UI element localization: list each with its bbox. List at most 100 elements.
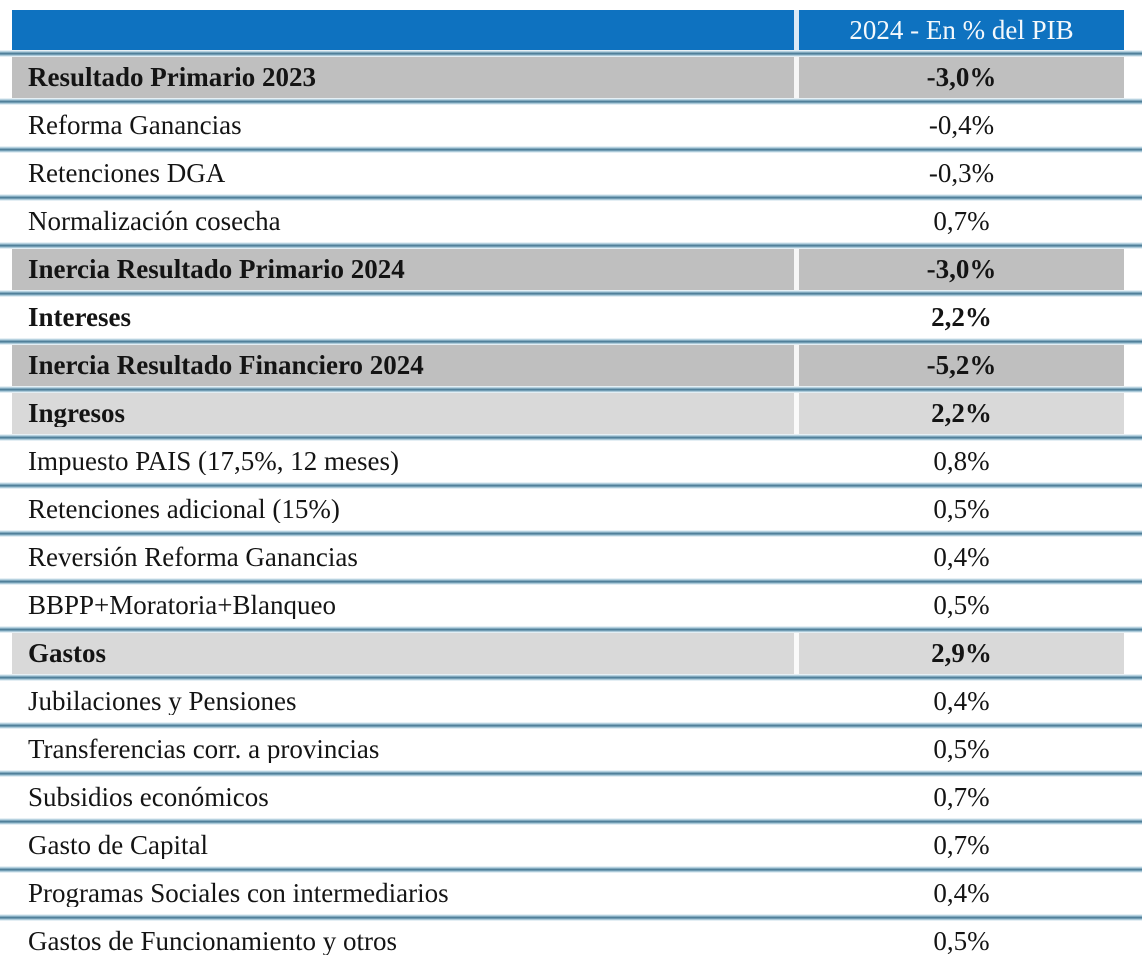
table-row: Inercia Resultado Financiero 2024 -5,2% (12, 345, 1124, 386)
row-label: Inercia Resultado Financiero 2024 (28, 352, 424, 379)
row-label: Inercia Resultado Primario 2024 (28, 256, 405, 283)
column-divider (794, 345, 799, 386)
table-row: Transferencias corr. a provincias 0,5% (12, 729, 1124, 770)
row-value: 0,4% (933, 542, 990, 572)
row-label: Reforma Ganancias (28, 112, 242, 139)
table-row: BBPP+Moratoria+Blanqueo 0,5% (12, 585, 1124, 626)
row-separator (0, 626, 1142, 633)
column-divider (794, 105, 799, 146)
row-separator (0, 386, 1142, 393)
row-value: 0,8% (933, 446, 990, 476)
table-row: Impuesto PAIS (17,5%, 12 meses) 0,8% (12, 441, 1124, 482)
row-value: 0,7% (933, 782, 990, 812)
row-label: Intereses (28, 304, 131, 331)
row-value: 0,5% (933, 590, 990, 620)
row-value: 0,5% (933, 926, 990, 956)
row-label: Transferencias corr. a provincias (28, 736, 380, 763)
row-separator (0, 674, 1142, 681)
row-value: -0,4% (928, 110, 995, 140)
table-rows: Resultado Primario 2023 -3,0% Reforma Gana… (0, 50, 1142, 962)
row-separator (0, 338, 1142, 345)
column-divider (794, 825, 799, 866)
header-value-label: 2024 - En % del PIB (849, 14, 1074, 45)
row-value: -3,0% (926, 254, 997, 284)
row-separator (0, 530, 1142, 537)
table-row: Subsidios económicos 0,7% (12, 777, 1124, 818)
row-label: Gasto de Capital (28, 832, 208, 859)
row-value: 2,2% (931, 398, 992, 428)
row-label: Retenciones adicional (15%) (28, 496, 340, 523)
row-separator (0, 146, 1142, 153)
row-value: 0,4% (933, 686, 990, 716)
row-label: Reversión Reforma Ganancias (28, 544, 358, 571)
table-header-row: 2024 - En % del PIB (12, 10, 1124, 50)
table-row: Gasto de Capital 0,7% (12, 825, 1124, 866)
column-divider (794, 10, 799, 50)
row-separator (0, 98, 1142, 105)
row-label: Gastos de Funcionamiento y otros (28, 928, 397, 955)
table-row: Programas Sociales con intermediarios 0,4… (12, 873, 1124, 914)
row-label: Retenciones DGA (28, 160, 226, 187)
row-label: Normalización cosecha (28, 208, 281, 235)
row-label: Programas Sociales con intermediarios (28, 880, 449, 907)
row-separator (0, 866, 1142, 873)
row-value: 0,5% (933, 734, 990, 764)
row-value: 0,5% (933, 494, 990, 524)
row-value: 2,9% (931, 638, 992, 668)
row-label: Gastos (28, 640, 107, 667)
row-label: Jubilaciones y Pensiones (28, 688, 297, 715)
column-divider (794, 489, 799, 530)
table-row: Resultado Primario 2023 -3,0% (12, 57, 1124, 98)
row-separator (0, 242, 1142, 249)
table-row: Inercia Resultado Primario 2024 -3,0% (12, 249, 1124, 290)
row-separator (0, 50, 1142, 57)
table-row: Retenciones DGA -0,3% (12, 153, 1124, 194)
row-separator (0, 722, 1142, 729)
row-value: 2,2% (931, 302, 992, 332)
column-divider (794, 153, 799, 194)
column-divider (794, 297, 799, 338)
row-separator (0, 434, 1142, 441)
row-separator (0, 482, 1142, 489)
column-divider (794, 585, 799, 626)
column-divider (794, 201, 799, 242)
row-label: BBPP+Moratoria+Blanqueo (28, 592, 336, 619)
fiscal-inertia-table: 2024 - En % del PIB Resultado Primario 2… (0, 10, 1142, 962)
table-row: Intereses 2,2% (12, 297, 1124, 338)
row-value: -5,2% (926, 350, 997, 380)
table-row: Gastos de Funcionamiento y otros 0,5% (12, 921, 1124, 962)
column-divider (794, 57, 799, 98)
row-separator (0, 578, 1142, 585)
column-divider (794, 393, 799, 434)
row-separator (0, 770, 1142, 777)
row-value: -3,0% (926, 62, 997, 92)
column-divider (794, 873, 799, 914)
table-row: Retenciones adicional (15%) 0,5% (12, 489, 1124, 530)
table-row: Jubilaciones y Pensiones 0,4% (12, 681, 1124, 722)
row-value: 0,7% (933, 206, 990, 236)
row-separator (0, 914, 1142, 921)
row-label: Subsidios económicos (28, 784, 269, 811)
row-value: -0,3% (928, 158, 995, 188)
column-divider (794, 729, 799, 770)
table-row: Gastos 2,9% (12, 633, 1124, 674)
row-separator (0, 290, 1142, 297)
table-row: Normalización cosecha 0,7% (12, 201, 1124, 242)
table-row: Ingresos 2,2% (12, 393, 1124, 434)
row-value: 0,4% (933, 878, 990, 908)
row-value: 0,7% (933, 830, 990, 860)
column-divider (794, 681, 799, 722)
table-row: Reversión Reforma Ganancias 0,4% (12, 537, 1124, 578)
column-divider (794, 633, 799, 674)
column-divider (794, 777, 799, 818)
column-divider (794, 921, 799, 962)
column-divider (794, 537, 799, 578)
column-divider (794, 441, 799, 482)
column-divider (794, 249, 799, 290)
table-row: Reforma Ganancias -0,4% (12, 105, 1124, 146)
row-label: Ingresos (28, 400, 126, 427)
row-separator (0, 194, 1142, 201)
row-label: Impuesto PAIS (17,5%, 12 meses) (28, 448, 399, 475)
row-label: Resultado Primario 2023 (28, 64, 316, 91)
row-separator (0, 818, 1142, 825)
